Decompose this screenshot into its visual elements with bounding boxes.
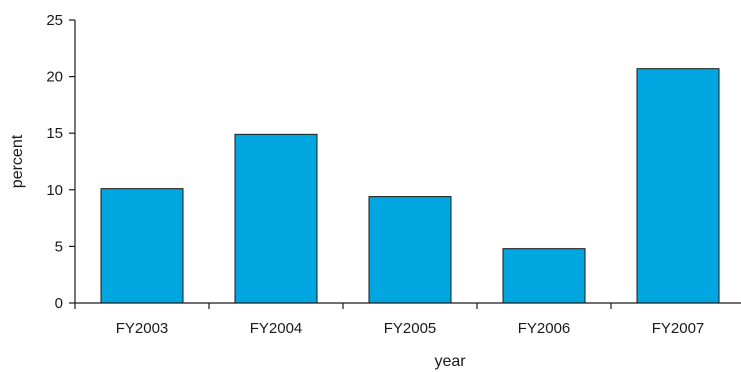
x-tick-label: FY2004 <box>250 320 303 337</box>
bar-fy2007 <box>636 68 720 304</box>
x-axis: FY2003 FY2004 FY2005 FY2006 FY2007 <box>74 302 741 337</box>
y-tick-label: 20 <box>46 69 63 86</box>
bar-fy2004 <box>234 133 318 304</box>
y-axis-title: percent <box>9 134 26 188</box>
bar-fy2003 <box>100 188 184 304</box>
bar-fy2006 <box>502 248 586 304</box>
x-tick-label: FY2003 <box>116 320 169 337</box>
bar-fy2005 <box>368 196 452 304</box>
y-tick-label: 5 <box>55 238 63 255</box>
y-tick-label: 0 <box>55 295 63 312</box>
y-tick-label: 15 <box>46 125 63 142</box>
plot-area <box>100 68 720 304</box>
y-tick-label: 10 <box>46 182 63 199</box>
x-tick-label: FY2006 <box>518 320 571 337</box>
y-tick-label: 25 <box>46 12 63 29</box>
x-tick-label: FY2005 <box>384 320 437 337</box>
x-axis-title: year <box>434 353 466 370</box>
y-axis: 0 5 10 15 20 25 <box>46 12 76 312</box>
x-tick-label: FY2007 <box>652 320 705 337</box>
